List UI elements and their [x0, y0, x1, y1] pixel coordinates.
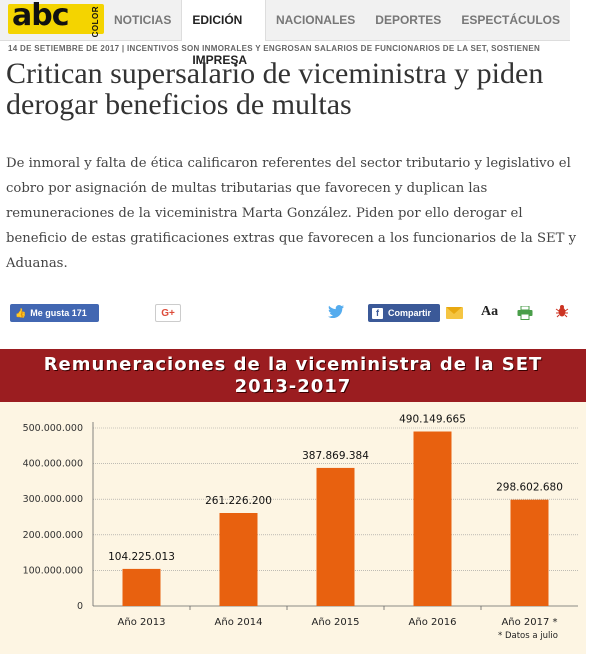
share-toolbar: 👍 Me gusta 171 G+ f Compartir Aa — [0, 300, 591, 326]
bar — [413, 431, 452, 606]
y-tick-label: 400.000.000 — [23, 459, 83, 470]
article-dateline: 14 DE SETIEMBRE DE 2017 | INCENTIVOS SON… — [8, 44, 541, 53]
salary-infographic: Remuneraciones de la viceministra de la … — [0, 349, 586, 654]
chart-title: Remuneraciones de la viceministra de la … — [43, 354, 543, 375]
bar — [510, 499, 549, 606]
nav-tab-noticias[interactable]: NOTICIAS — [114, 13, 172, 27]
infographic-header: Remuneraciones de la viceministra de la … — [0, 349, 586, 402]
bar-chart: 0 100.000.000 200.000.000 300.000.000 400.00… — [23, 414, 578, 641]
bar — [316, 467, 355, 606]
y-tick-label: 500.000.000 — [23, 423, 83, 434]
font-size-button[interactable]: Aa — [481, 304, 499, 319]
bar — [219, 513, 258, 606]
logo-wordmark: abc — [12, 0, 70, 33]
twitter-icon[interactable] — [328, 305, 344, 321]
y-tick-label: 0 — [77, 601, 83, 612]
twitter-bird-svg — [328, 305, 344, 319]
facebook-share-button[interactable]: f Compartir — [368, 304, 440, 322]
nav-tab-edicion-impresa[interactable]: EDICIÓN IMPRESA — [181, 0, 266, 67]
article-headline: Critican supersalario de viceministra y … — [6, 57, 544, 121]
nav-tab-espectaculos[interactable]: ESPECTÁCULOS — [461, 13, 560, 27]
x-tick-label: Año 2017 * — [501, 617, 557, 628]
y-tick-label: 300.000.000 — [23, 494, 83, 505]
logo-subtext: COLOR — [91, 6, 100, 38]
bar-value-label: 298.602.680 — [496, 482, 563, 494]
abc-color-logo[interactable]: abc COLOR — [8, 0, 104, 38]
facebook-icon: f — [372, 307, 383, 319]
y-tick-label: 200.000.000 — [23, 530, 83, 541]
facebook-share-label: Compartir — [388, 308, 432, 318]
bar-value-label: 490.149.665 — [399, 414, 466, 426]
bug-svg — [555, 305, 569, 318]
facebook-like-icon: 👍 — [15, 307, 27, 318]
mail-icon[interactable] — [446, 307, 463, 319]
facebook-like-button[interactable]: 👍 Me gusta 171 — [10, 304, 99, 322]
nav-tab-nacionales[interactable]: NACIONALES — [275, 13, 356, 27]
x-tick-label: Año 2016 — [409, 617, 457, 628]
y-tick-label: 100.000.000 — [23, 565, 83, 576]
google-plus-button[interactable]: G+ — [155, 304, 181, 322]
nav-tab-deportes[interactable]: DEPORTES — [375, 13, 442, 27]
bar-value-label: 387.869.384 — [302, 450, 369, 462]
printer-icon[interactable] — [517, 305, 533, 320]
x-tick-label: Año 2015 — [312, 617, 360, 628]
bar-value-label: 104.225.013 — [108, 551, 175, 563]
top-nav: abc COLOR NOTICIAS EDICIÓN IMPRESA NACIO… — [0, 0, 570, 67]
nav-tabs: NOTICIAS EDICIÓN IMPRESA NACIONALES DEPO… — [104, 0, 570, 67]
chart-footnote: * Datos a julio — [498, 631, 558, 641]
x-tick-label: Año 2014 — [215, 617, 263, 628]
printer-svg — [517, 305, 533, 320]
facebook-like-label: Me gusta 171 — [30, 308, 87, 318]
chart-subtitle: 2013-2017 — [234, 376, 352, 397]
bug-icon[interactable] — [555, 304, 569, 321]
article-lead: De inmoral y falta de ética calificaron … — [6, 156, 577, 271]
x-tick-label: Año 2013 — [118, 617, 166, 628]
bar-value-label: 261.226.200 — [205, 495, 272, 507]
bar — [122, 568, 161, 606]
